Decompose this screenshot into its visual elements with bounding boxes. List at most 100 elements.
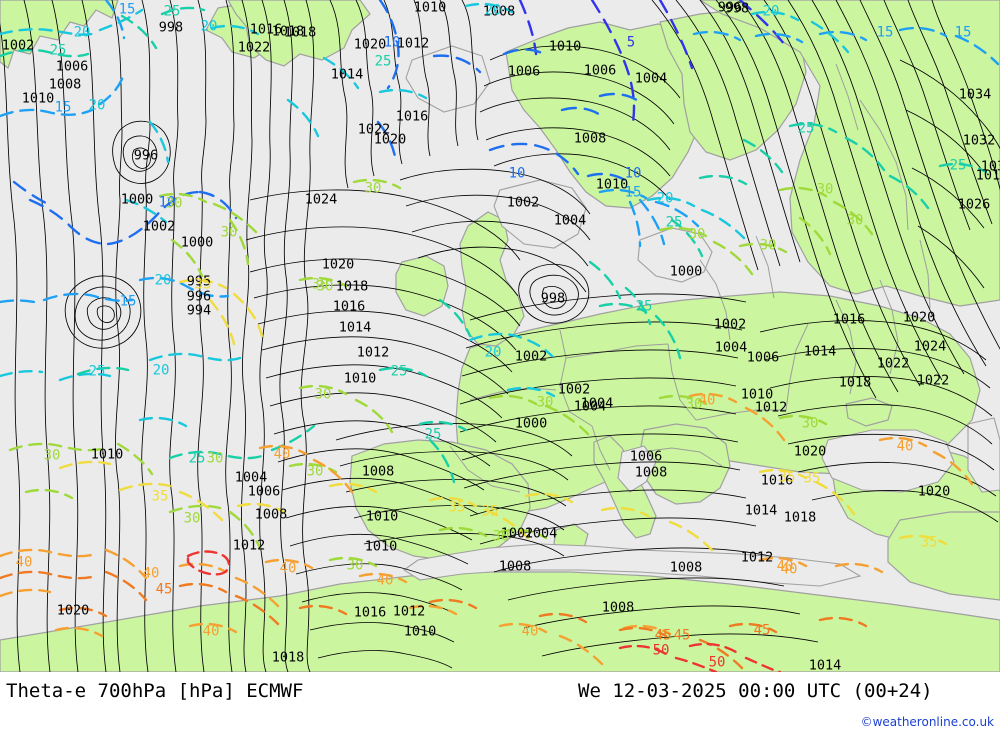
thetae-label: 20 (484, 344, 502, 361)
isobar-label: 1000 (669, 263, 703, 280)
isobar-label: 1022 (237, 39, 271, 56)
thetae-label: 30 (346, 557, 364, 574)
thetae-label: 40 (376, 572, 394, 589)
thetae-15-contours (0, 0, 1000, 304)
isobar-label: 1002 (514, 348, 548, 365)
isobar-label: 1004 (553, 212, 587, 229)
isobar-label: 1006 (507, 63, 541, 80)
isobar-label: 1010 (740, 386, 774, 403)
thetae-label: 30 (311, 276, 329, 293)
isobar-label: 1016 (249, 21, 283, 38)
isobar-layer (0, 0, 1000, 672)
isobar-label: 1000 (120, 191, 154, 208)
thetae-label: 40 (273, 446, 291, 463)
thetae-label: 5 (626, 34, 636, 51)
thetae-label: 15 (119, 293, 137, 310)
isobar-label: 1012 (356, 344, 390, 361)
thetae-label: 25 (88, 363, 106, 380)
isobar-label: 1016 (332, 298, 366, 315)
isobar-label: 998 (158, 19, 184, 36)
isobar-label: 1006 (583, 62, 617, 79)
thetae-label: 30 (183, 510, 201, 527)
isobar-label: 1022 (357, 121, 391, 138)
isobar-label: 1010 (595, 176, 629, 193)
thetae-label: 30 (685, 396, 703, 413)
thetae-label: 45 (654, 627, 672, 644)
isobar-label: 1016 (760, 472, 794, 489)
thetae-label: 45 (155, 581, 173, 598)
isobar-label: 1002 (1, 37, 35, 54)
isobar-label: 1024 (304, 191, 338, 208)
thetae-label: 35 (920, 534, 938, 551)
isobar-label: 1004 (634, 70, 668, 87)
thetae-label: 40 (780, 561, 798, 578)
thetae-20-contours (0, 2, 850, 428)
thetae-label: 25 (424, 426, 442, 443)
thetae-label: 30 (43, 447, 61, 464)
thetae-label: 25 (665, 214, 683, 231)
thetae-label: 30 (206, 450, 224, 467)
isobar-label: 1018 (999, 286, 1000, 300)
thetae-label: 40 (15, 554, 33, 571)
map-canvas[interactable]: 1002 1006 1008 1010 996 998 1000 1002 1000 995 996… (0, 0, 1000, 672)
thetae-label: 25 (797, 120, 815, 137)
isobar-label: 1004 (580, 395, 614, 412)
valid-datetime: We 12-03-2025 00:00 UTC (00+24) (578, 680, 933, 702)
isobar-label: 1034 (958, 86, 992, 103)
isobar-label: 1002 (713, 316, 747, 333)
thetae-label: 30 (316, 278, 334, 295)
isobar-label: 1018 (335, 278, 369, 295)
isobar-label: 1020 (917, 483, 951, 500)
isobar-label: 998 (540, 290, 566, 307)
thetae-label: 30 (536, 394, 554, 411)
isobar-label: 1006 (55, 58, 89, 75)
thetae-label: 35 (481, 503, 499, 520)
thetae-50-contours (186, 550, 782, 672)
isobar-label: 1008 (669, 559, 703, 576)
thetae-35-contours (58, 278, 948, 552)
product-title: Theta-e 700hPa [hPa] ECMWF (6, 680, 304, 702)
thetae-label: 20 (484, 2, 502, 19)
thetae-label: 25 (188, 450, 206, 467)
isobar-label: 1010 (413, 0, 447, 16)
thetae-label: 35 (778, 469, 796, 486)
thetae-10-contours (12, 0, 642, 246)
isobar-label: 998 (724, 0, 750, 17)
thetae-label: 30 (306, 463, 324, 480)
thetae-label: 30 (220, 224, 238, 241)
isobar-label: 1004 (714, 339, 748, 356)
isobar-label: 1012 (232, 537, 266, 554)
thetae-label: 30 (801, 415, 819, 432)
thetae-contour-layer (0, 0, 1000, 672)
isobar-label: 1004 (524, 525, 558, 542)
thetae-label: 30 (314, 386, 332, 403)
isobar-label: 1020 (321, 256, 355, 273)
isobar-label: 1014 (808, 657, 842, 672)
isobar-label: 1008 (601, 599, 635, 616)
isobar-label: 1008 (498, 558, 532, 575)
thetae-label: 25 (163, 3, 181, 20)
isobar-label: 1018 (271, 649, 305, 666)
thetae-45-contours (0, 570, 868, 670)
isobar-label: 1018 (271, 23, 305, 40)
isobar-label: 1010 (548, 38, 582, 55)
thetae-label: 25 (635, 298, 653, 315)
isobar-label: 1022 (876, 355, 910, 372)
thetae-label: 25 (949, 157, 967, 174)
isobar-label: 1012 (396, 35, 430, 52)
thetae-label: 40 (279, 560, 297, 577)
thetae-40-contours (0, 392, 974, 666)
isobar-label: 1022 (916, 372, 950, 389)
isobar-label: 1016 (395, 108, 429, 125)
isobar-label: 996 (186, 288, 212, 305)
isobar-label: 996 (133, 147, 159, 164)
thetae-label: 35 (803, 470, 821, 487)
thetae-label: 20 (154, 272, 172, 289)
isobar-label: 1018 (838, 374, 872, 391)
isobar-label: 1006 (746, 349, 780, 366)
isobar-label: 1024 (913, 338, 947, 355)
isobar-label: 1014 (803, 343, 837, 360)
thetae-label: 45 (753, 622, 771, 639)
thetae-label: 30 (492, 528, 510, 545)
isobar-label: 1008 (482, 3, 516, 20)
